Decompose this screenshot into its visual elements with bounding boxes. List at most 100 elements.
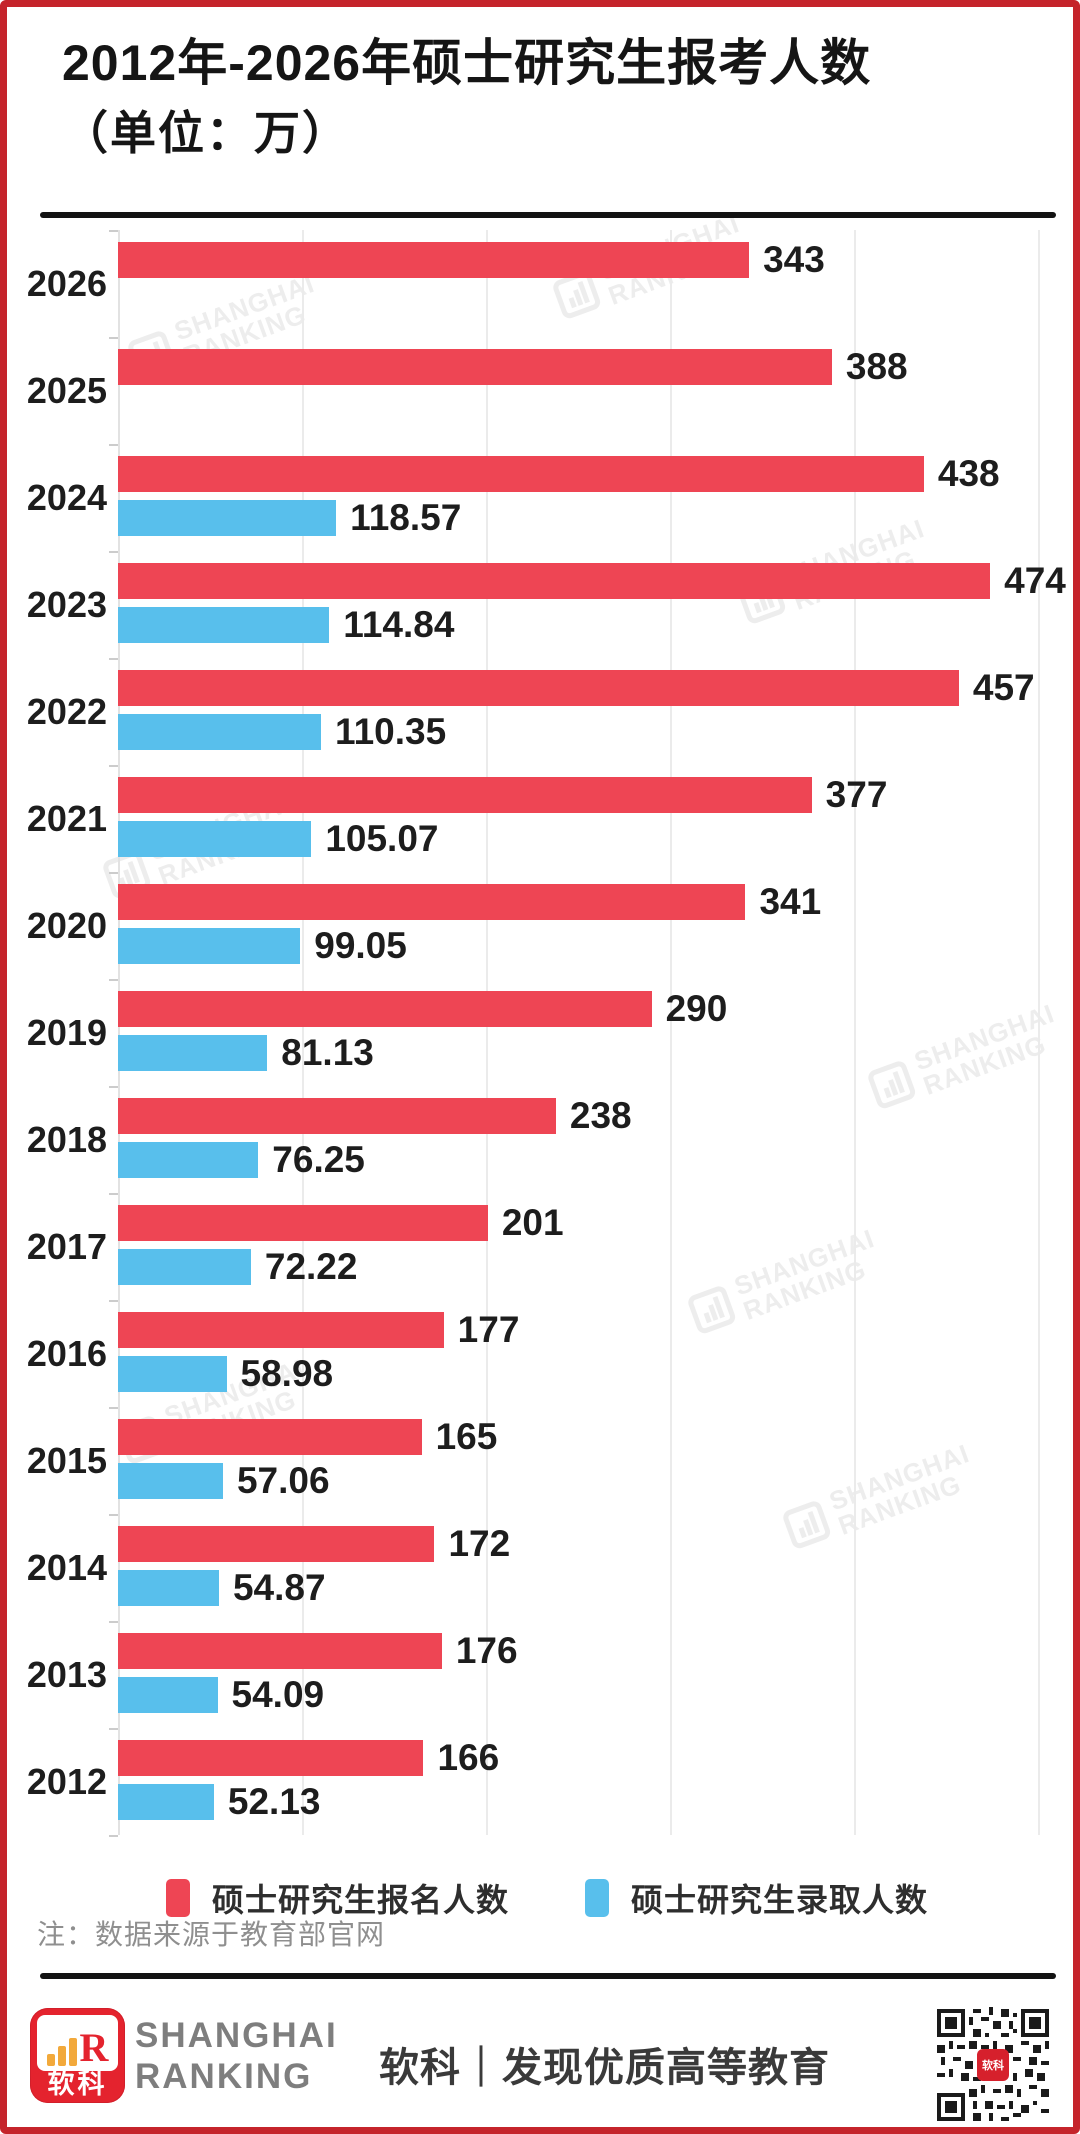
value-label-red-2024: 438 xyxy=(937,453,1000,494)
chart-row-2022: 2022 457 110.35 xyxy=(7,658,1073,765)
chart-row-2026: 2026 343 xyxy=(7,230,1073,337)
chart-row-2021: 2021 377 105.07 xyxy=(7,765,1073,872)
value-label-blue-2024: 118.57 xyxy=(350,497,462,538)
bar-blue-2021 xyxy=(118,821,312,857)
value-label-red-2013: 176 xyxy=(455,1630,518,1671)
chart-row-2012: 2012 166 52.13 xyxy=(7,1728,1073,1835)
logo-r-glyph: R xyxy=(79,2025,109,2070)
chart-row-2013: 2013 176 54.09 xyxy=(7,1621,1073,1728)
bar-blue-2024 xyxy=(118,500,337,536)
brand-line-1: SHANGHAI xyxy=(135,2016,338,2055)
top-divider xyxy=(40,212,1056,218)
value-label-blue-2017: 72.22 xyxy=(264,1246,358,1287)
chart-row-2025: 2025 388 xyxy=(7,337,1073,444)
chart-row-2024: 2024 438 118.57 xyxy=(7,444,1073,551)
value-label-red-2023: 474 xyxy=(1004,560,1066,601)
axis-tick xyxy=(109,872,118,874)
value-label-red-2020: 341 xyxy=(759,881,822,922)
value-label-blue-2021: 105.07 xyxy=(325,818,439,859)
value-label-red-2019: 290 xyxy=(665,988,728,1029)
axis-tick xyxy=(109,1514,118,1516)
value-label-red-2025: 388 xyxy=(845,346,908,387)
year-label: 2018 xyxy=(26,1118,107,1160)
bar-blue-2014 xyxy=(118,1570,219,1606)
axis-tick xyxy=(109,765,118,767)
bar-red-2020 xyxy=(118,884,746,920)
axis-tick xyxy=(109,337,118,339)
bar-blue-2013 xyxy=(118,1677,218,1713)
bar-blue-2015 xyxy=(118,1463,223,1499)
bar-red-2019 xyxy=(118,991,652,1027)
bar-blue-2023 xyxy=(118,607,330,643)
axis-tick xyxy=(109,1086,118,1088)
gridline-200 xyxy=(486,230,488,1835)
value-label-blue-2018: 76.25 xyxy=(272,1139,365,1180)
axis-tick xyxy=(109,1407,118,1409)
axis-tick xyxy=(109,1835,118,1837)
value-label-blue-2019: 81.13 xyxy=(281,1032,374,1073)
gridline-300 xyxy=(670,230,672,1835)
value-label-blue-2015: 57.06 xyxy=(236,1460,330,1501)
legend-swatch xyxy=(585,1879,609,1917)
year-label: 2019 xyxy=(26,1011,107,1053)
legend-item: 硕士研究生录取人数 xyxy=(585,1875,928,1921)
qr-center-logo: 软科 xyxy=(977,2049,1009,2081)
axis-tick xyxy=(109,1193,118,1195)
bar-red-2013 xyxy=(118,1633,442,1669)
axis-tick xyxy=(109,551,118,553)
bar-blue-2012 xyxy=(118,1784,214,1820)
value-label-red-2021: 377 xyxy=(825,774,888,815)
chart-row-2015: 2015 165 57.06 xyxy=(7,1407,1073,1514)
year-label: 2020 xyxy=(26,904,107,946)
gridline-500 xyxy=(1038,230,1040,1835)
year-label: 2021 xyxy=(26,797,107,839)
value-label-red-2018: 238 xyxy=(569,1095,632,1136)
bar-red-2015 xyxy=(118,1419,422,1455)
value-label-blue-2022: 110.35 xyxy=(335,711,447,752)
value-label-red-2026: 343 xyxy=(763,239,825,280)
bar-red-2014 xyxy=(118,1526,435,1562)
y-axis-line xyxy=(118,230,120,1835)
shanghairanking-logo: R 软科 xyxy=(30,2008,125,2103)
year-label: 2016 xyxy=(26,1332,107,1374)
year-label: 2017 xyxy=(26,1225,107,1267)
bar-blue-2020 xyxy=(118,928,301,964)
bar-red-2017 xyxy=(118,1205,488,1241)
bar-red-2021 xyxy=(118,777,812,813)
bar-red-2016 xyxy=(118,1312,444,1348)
qr-code: 软科 xyxy=(933,2005,1053,2125)
legend-label: 硕士研究生报名人数 xyxy=(211,1882,509,1918)
value-label-red-2022: 457 xyxy=(972,667,1035,708)
legend-swatch xyxy=(165,1879,190,1917)
value-label-blue-2020: 99.05 xyxy=(314,925,407,966)
year-label: 2025 xyxy=(26,369,107,411)
axis-tick xyxy=(109,230,118,232)
axis-tick xyxy=(109,1300,118,1302)
chart-row-2014: 2014 172 54.87 xyxy=(7,1514,1073,1621)
year-label: 2024 xyxy=(26,476,107,518)
legend-label: 硕士研究生录取人数 xyxy=(631,1882,929,1918)
year-label: 2023 xyxy=(26,583,107,625)
bar-chart: 2026 343 2025 388 2024 438 118.57 2023 474 114.84… xyxy=(7,230,1073,1837)
year-label: 2022 xyxy=(26,690,107,732)
source-note: 注：数据来源于教育部官网 xyxy=(37,1919,386,1950)
chart-row-2023: 2023 474 114.84 xyxy=(7,551,1073,658)
chart-row-2016: 2016 177 58.98 xyxy=(7,1300,1073,1407)
axis-tick xyxy=(109,444,118,446)
bar-red-2018 xyxy=(118,1098,556,1134)
chart-row-2019: 2019 290 81.13 xyxy=(7,979,1073,1086)
bar-blue-2016 xyxy=(118,1356,227,1392)
axis-tick xyxy=(109,1728,118,1730)
bar-red-2012 xyxy=(118,1740,424,1776)
bar-red-2026 xyxy=(118,242,750,278)
year-label: 2026 xyxy=(26,262,107,304)
brand-wordmark: SHANGHAI RANKING xyxy=(135,2015,338,2097)
value-label-blue-2016: 58.98 xyxy=(240,1353,334,1394)
value-label-blue-2013: 54.09 xyxy=(231,1674,325,1715)
page-title: 2012年-2026年硕士研究生报考人数 xyxy=(62,35,872,91)
value-label-red-2017: 201 xyxy=(501,1202,564,1243)
gridline-100 xyxy=(302,230,304,1835)
axis-tick xyxy=(109,658,118,660)
bar-blue-2017 xyxy=(118,1249,251,1285)
